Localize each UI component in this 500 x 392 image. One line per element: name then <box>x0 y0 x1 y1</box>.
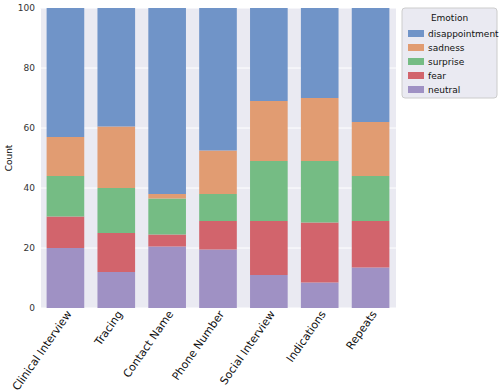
legend-title: Emotion <box>431 13 468 23</box>
x-tick-label: Phone Number <box>170 308 228 383</box>
legend-label: sadness <box>428 43 465 53</box>
legend-swatch <box>408 86 424 93</box>
y-tick-label: 60 <box>24 123 36 133</box>
bar-segment <box>148 235 186 247</box>
legend-item: disappointment <box>408 29 499 39</box>
legend-label: surprise <box>428 57 465 67</box>
bar-segment <box>148 8 186 194</box>
bar-segment <box>148 194 186 199</box>
x-tick-label: Contact Name <box>120 308 176 380</box>
bar-segment <box>199 151 237 195</box>
y-tick: 60 <box>24 123 40 133</box>
x-tick-label: Repeats <box>344 308 380 352</box>
legend-item: sadness <box>408 43 465 53</box>
legend-label: fear <box>428 71 446 81</box>
x-tick-label: Social Interview <box>217 308 278 387</box>
x-tick: Tracing <box>92 308 126 349</box>
legend-swatch <box>408 44 424 51</box>
bar-segment <box>250 101 288 161</box>
bar-segment <box>301 223 339 283</box>
legend-item: neutral <box>408 85 460 95</box>
y-tick-label: 80 <box>24 63 36 73</box>
y-tick: 20 <box>24 243 40 253</box>
bar-segment <box>97 272 135 308</box>
x-tick: Repeats <box>344 308 380 352</box>
y-tick: 0 <box>29 303 40 313</box>
bar-segment <box>97 8 135 127</box>
bar-segment <box>301 283 339 309</box>
bar-segment <box>148 199 186 235</box>
bar-segment <box>352 221 390 268</box>
bar-segment <box>47 217 85 249</box>
bar-segment <box>199 194 237 221</box>
y-tick-label: 20 <box>24 243 36 253</box>
x-tick-label: Indications <box>284 308 329 365</box>
bar-segment <box>352 268 390 309</box>
x-tick: Indications <box>284 308 329 365</box>
x-tick: Contact Name <box>120 308 176 380</box>
x-tick-label: Clinical Interview <box>10 308 75 392</box>
y-tick: 100 <box>18 3 40 13</box>
y-tick: 80 <box>24 63 40 73</box>
bar-segment <box>47 248 85 308</box>
legend-item: fear <box>408 71 446 81</box>
y-tick-label: 0 <box>29 303 35 313</box>
series-0 <box>47 8 390 194</box>
legend-label: neutral <box>428 85 460 95</box>
legend-label: disappointment <box>428 29 499 39</box>
bars <box>47 8 390 308</box>
bar-segment <box>47 176 85 217</box>
plot: 0 20 40 60 80 100 Clinical Interview TracingCon… <box>10 3 397 392</box>
x-axis: Clinical Interview TracingContact NamePho… <box>10 308 397 392</box>
x-tick-label: Tracing <box>92 308 126 349</box>
y-tick-label: 40 <box>24 183 36 193</box>
bar-segment <box>352 122 390 176</box>
bar-segment <box>148 247 186 309</box>
x-tick: Social Interview <box>217 308 278 387</box>
bar-segment <box>250 221 288 275</box>
bar-segment <box>352 8 390 122</box>
bar-segment <box>47 8 85 137</box>
legend-item: surprise <box>408 57 465 67</box>
bar-segment <box>352 176 390 221</box>
bar-segment <box>199 250 237 309</box>
grid <box>40 8 396 308</box>
bar-segment <box>301 161 339 223</box>
bar-segment <box>250 161 288 221</box>
y-tick: 40 <box>24 183 40 193</box>
bar-segment <box>97 188 135 233</box>
legend-swatch <box>408 30 424 37</box>
chart: 0 20 40 60 80 100 Clinical Interview TracingCon… <box>0 0 500 392</box>
bar-segment <box>199 8 237 151</box>
bar-segment <box>97 233 135 272</box>
bar-segment <box>97 127 135 189</box>
y-axis: 0 20 40 60 80 100 <box>18 3 41 313</box>
legend-swatch <box>408 58 424 65</box>
legend: Emotion disappointment sadness surprise fear… <box>402 8 499 98</box>
y-axis-title: Count <box>4 144 14 171</box>
x-axis-line <box>41 308 397 309</box>
bar-segment <box>301 98 339 161</box>
legend-swatch <box>408 72 424 79</box>
legend-box <box>402 8 497 98</box>
bar-segment <box>250 275 288 308</box>
bar-segment <box>250 8 288 101</box>
x-tick: Clinical Interview <box>10 308 75 392</box>
bar-segment <box>301 8 339 98</box>
bar-segment <box>47 137 85 176</box>
bar-segment <box>199 221 237 250</box>
plot-background <box>40 8 396 308</box>
y-axis-line <box>40 9 41 309</box>
y-tick-label: 100 <box>18 3 35 13</box>
x-tick: Phone Number <box>170 308 228 383</box>
